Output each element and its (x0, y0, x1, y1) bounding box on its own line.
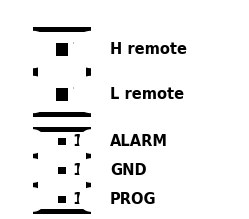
Circle shape (15, 76, 51, 113)
Circle shape (21, 130, 45, 153)
Circle shape (73, 76, 109, 113)
Text: 2.1: 2.1 (72, 42, 98, 57)
Circle shape (21, 188, 45, 211)
Circle shape (79, 188, 103, 211)
Text: H remote: H remote (110, 42, 187, 57)
Text: 1.1: 1.1 (72, 134, 98, 149)
Circle shape (15, 32, 51, 67)
Bar (33, 27, 91, 117)
Bar (38, 32, 86, 112)
Circle shape (73, 32, 109, 67)
Text: ALARM: ALARM (110, 134, 168, 149)
Bar (58, 167, 66, 175)
Circle shape (79, 130, 103, 153)
Circle shape (79, 159, 103, 182)
Bar (58, 196, 66, 203)
Bar (38, 132, 86, 209)
Bar (33, 127, 91, 214)
Circle shape (21, 159, 45, 182)
Bar (58, 138, 66, 145)
Text: GND: GND (110, 163, 147, 178)
Text: L remote: L remote (110, 87, 184, 102)
Text: 2.2: 2.2 (72, 87, 98, 102)
Text: 1.3: 1.3 (72, 192, 98, 207)
Bar (56, 88, 68, 101)
Text: PROG: PROG (110, 192, 157, 207)
Bar (56, 43, 68, 56)
Text: 1.2: 1.2 (72, 163, 98, 178)
